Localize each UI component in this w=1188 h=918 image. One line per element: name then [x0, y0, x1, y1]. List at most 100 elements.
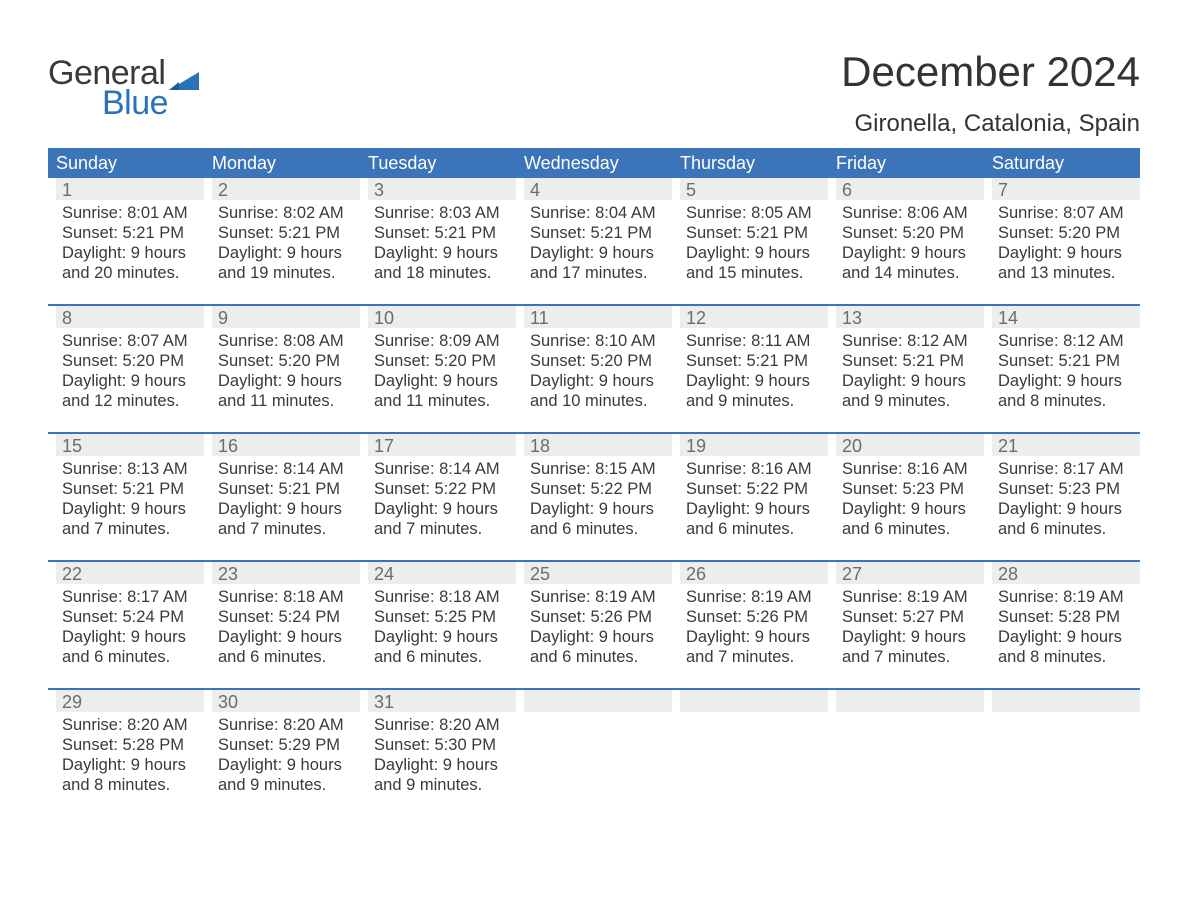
dow-monday: Monday [204, 153, 360, 174]
sunrise-line: Sunrise: 8:03 AM [374, 203, 510, 223]
calendar-day-cell [516, 690, 672, 804]
calendar-day-cell: 18Sunrise: 8:15 AMSunset: 5:22 PMDayligh… [516, 434, 672, 548]
calendar-day-cell: 27Sunrise: 8:19 AMSunset: 5:27 PMDayligh… [828, 562, 984, 676]
sunrise-line: Sunrise: 8:06 AM [842, 203, 978, 223]
calendar-day-cell: 6Sunrise: 8:06 AMSunset: 5:20 PMDaylight… [828, 178, 984, 292]
day-details: Sunrise: 8:18 AMSunset: 5:25 PMDaylight:… [368, 584, 516, 676]
daylight-line-1: Daylight: 9 hours [62, 755, 198, 775]
sunset-line: Sunset: 5:20 PM [62, 351, 198, 371]
sunrise-line: Sunrise: 8:13 AM [62, 459, 198, 479]
day-number: 10 [368, 306, 516, 328]
calendar-day-cell [984, 690, 1140, 804]
sunrise-line: Sunrise: 8:07 AM [62, 331, 198, 351]
daylight-line-1: Daylight: 9 hours [374, 371, 510, 391]
day-details: Sunrise: 8:19 AMSunset: 5:26 PMDaylight:… [680, 584, 828, 676]
daylight-line-2: and 7 minutes. [374, 519, 510, 539]
calendar-day-cell: 3Sunrise: 8:03 AMSunset: 5:21 PMDaylight… [360, 178, 516, 292]
brand-logo: General Blue [48, 48, 199, 120]
day-number: 31 [368, 690, 516, 712]
daylight-line-2: and 6 minutes. [530, 519, 666, 539]
sunset-line: Sunset: 5:21 PM [62, 223, 198, 243]
sunset-line: Sunset: 5:20 PM [998, 223, 1134, 243]
day-number: 28 [992, 562, 1140, 584]
day-details: Sunrise: 8:07 AMSunset: 5:20 PMDaylight:… [992, 200, 1140, 292]
calendar-day-cell: 19Sunrise: 8:16 AMSunset: 5:22 PMDayligh… [672, 434, 828, 548]
day-number: 26 [680, 562, 828, 584]
day-number: 5 [680, 178, 828, 200]
daylight-line-2: and 15 minutes. [686, 263, 822, 283]
sunrise-line: Sunrise: 8:01 AM [62, 203, 198, 223]
day-details: Sunrise: 8:19 AMSunset: 5:28 PMDaylight:… [992, 584, 1140, 676]
sunset-line: Sunset: 5:20 PM [530, 351, 666, 371]
day-number [524, 690, 672, 712]
daylight-line-2: and 7 minutes. [686, 647, 822, 667]
sunrise-line: Sunrise: 8:10 AM [530, 331, 666, 351]
sunrise-line: Sunrise: 8:19 AM [686, 587, 822, 607]
day-number: 19 [680, 434, 828, 456]
dow-thursday: Thursday [672, 153, 828, 174]
sunset-line: Sunset: 5:21 PM [530, 223, 666, 243]
day-number: 2 [212, 178, 360, 200]
sunrise-line: Sunrise: 8:12 AM [842, 331, 978, 351]
day-number: 6 [836, 178, 984, 200]
calendar-day-cell: 1Sunrise: 8:01 AMSunset: 5:21 PMDaylight… [48, 178, 204, 292]
daylight-line-1: Daylight: 9 hours [686, 499, 822, 519]
sunrise-line: Sunrise: 8:09 AM [374, 331, 510, 351]
sunrise-line: Sunrise: 8:12 AM [998, 331, 1134, 351]
daylight-line-2: and 8 minutes. [998, 647, 1134, 667]
day-number: 3 [368, 178, 516, 200]
calendar-day-cell: 2Sunrise: 8:02 AMSunset: 5:21 PMDaylight… [204, 178, 360, 292]
sunset-line: Sunset: 5:30 PM [374, 735, 510, 755]
sunset-line: Sunset: 5:29 PM [218, 735, 354, 755]
daylight-line-2: and 7 minutes. [62, 519, 198, 539]
sunset-line: Sunset: 5:21 PM [998, 351, 1134, 371]
calendar-day-cell: 28Sunrise: 8:19 AMSunset: 5:28 PMDayligh… [984, 562, 1140, 676]
daylight-line-2: and 9 minutes. [842, 391, 978, 411]
daylight-line-2: and 7 minutes. [842, 647, 978, 667]
calendar-day-cell: 4Sunrise: 8:04 AMSunset: 5:21 PMDaylight… [516, 178, 672, 292]
day-details: Sunrise: 8:11 AMSunset: 5:21 PMDaylight:… [680, 328, 828, 420]
calendar-week: 8Sunrise: 8:07 AMSunset: 5:20 PMDaylight… [48, 304, 1140, 420]
daylight-line-1: Daylight: 9 hours [374, 627, 510, 647]
day-details: Sunrise: 8:06 AMSunset: 5:20 PMDaylight:… [836, 200, 984, 292]
sunrise-line: Sunrise: 8:16 AM [686, 459, 822, 479]
page-title: December 2024 [841, 48, 1140, 96]
sunrise-line: Sunrise: 8:05 AM [686, 203, 822, 223]
calendar-week: 1Sunrise: 8:01 AMSunset: 5:21 PMDaylight… [48, 178, 1140, 292]
daylight-line-1: Daylight: 9 hours [530, 499, 666, 519]
day-details: Sunrise: 8:01 AMSunset: 5:21 PMDaylight:… [56, 200, 204, 292]
daylight-line-2: and 18 minutes. [374, 263, 510, 283]
dow-friday: Friday [828, 153, 984, 174]
day-number: 21 [992, 434, 1140, 456]
sunset-line: Sunset: 5:21 PM [62, 479, 198, 499]
day-details [836, 712, 984, 804]
calendar-day-cell: 16Sunrise: 8:14 AMSunset: 5:21 PMDayligh… [204, 434, 360, 548]
day-details: Sunrise: 8:09 AMSunset: 5:20 PMDaylight:… [368, 328, 516, 420]
day-number: 17 [368, 434, 516, 456]
sunrise-line: Sunrise: 8:16 AM [842, 459, 978, 479]
sunset-line: Sunset: 5:21 PM [374, 223, 510, 243]
calendar-day-cell: 7Sunrise: 8:07 AMSunset: 5:20 PMDaylight… [984, 178, 1140, 292]
calendar-day-cell: 15Sunrise: 8:13 AMSunset: 5:21 PMDayligh… [48, 434, 204, 548]
day-number: 14 [992, 306, 1140, 328]
dow-sunday: Sunday [48, 153, 204, 174]
location-subtitle: Gironella, Catalonia, Spain [841, 110, 1140, 138]
day-details: Sunrise: 8:02 AMSunset: 5:21 PMDaylight:… [212, 200, 360, 292]
day-details: Sunrise: 8:14 AMSunset: 5:21 PMDaylight:… [212, 456, 360, 548]
daylight-line-1: Daylight: 9 hours [842, 371, 978, 391]
daylight-line-1: Daylight: 9 hours [218, 243, 354, 263]
calendar-day-cell [828, 690, 984, 804]
calendar-day-cell: 25Sunrise: 8:19 AMSunset: 5:26 PMDayligh… [516, 562, 672, 676]
sunrise-line: Sunrise: 8:18 AM [374, 587, 510, 607]
day-number: 1 [56, 178, 204, 200]
sunrise-line: Sunrise: 8:02 AM [218, 203, 354, 223]
day-number: 12 [680, 306, 828, 328]
sunset-line: Sunset: 5:21 PM [842, 351, 978, 371]
day-details: Sunrise: 8:19 AMSunset: 5:26 PMDaylight:… [524, 584, 672, 676]
calendar-day-cell: 24Sunrise: 8:18 AMSunset: 5:25 PMDayligh… [360, 562, 516, 676]
calendar-day-cell: 12Sunrise: 8:11 AMSunset: 5:21 PMDayligh… [672, 306, 828, 420]
daylight-line-2: and 9 minutes. [686, 391, 822, 411]
daylight-line-2: and 6 minutes. [998, 519, 1134, 539]
daylight-line-2: and 8 minutes. [62, 775, 198, 795]
day-details: Sunrise: 8:12 AMSunset: 5:21 PMDaylight:… [992, 328, 1140, 420]
